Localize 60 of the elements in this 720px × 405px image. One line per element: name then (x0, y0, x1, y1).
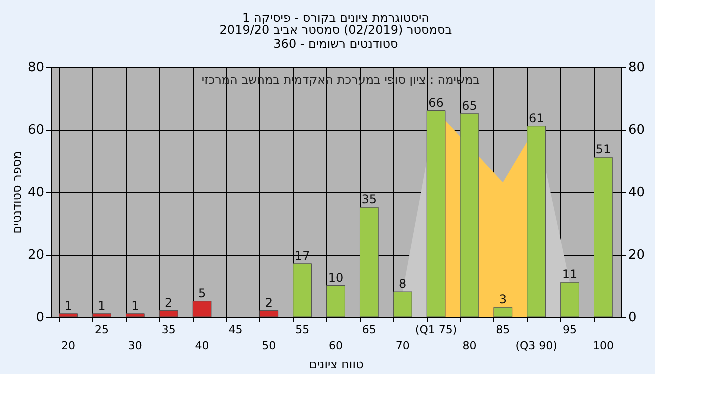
x-tick-label: 60 (329, 340, 343, 352)
bar (260, 310, 279, 318)
x-tick-label: 65 (362, 324, 376, 336)
bar (92, 314, 112, 318)
y-tick-label: 40 (28, 186, 44, 200)
x-tick-label: 50 (262, 340, 276, 352)
bar (126, 314, 145, 318)
data-label: 35 (362, 192, 378, 207)
x-tick-label: 80 (462, 340, 477, 352)
bar (326, 286, 346, 318)
data-label: 2 (265, 296, 273, 310)
x-tick-label: (Q3 90) (516, 340, 558, 352)
data-label: 5 (198, 286, 206, 300)
chart-subtitle: בסמסטר (02/2019) סמסטר אביב 2019/20 סטודנטים רשומים - 360 (220, 23, 452, 51)
y-tick-label: 0 (36, 310, 44, 326)
data-label: 2 (165, 296, 173, 310)
data-label: 66 (428, 96, 444, 110)
chart-title: היסטוגרמת ציונים בקורס - פיסיקה 1 (242, 11, 430, 25)
bar (393, 292, 412, 318)
bar (59, 314, 78, 318)
bar (192, 301, 212, 318)
x-tick-label: 70 (396, 340, 410, 352)
x-tick-label: 35 (162, 324, 176, 336)
data-label: 10 (328, 270, 344, 285)
x-tick-label: 40 (195, 340, 210, 352)
y2-tick-label: 40 (628, 186, 646, 200)
data-label: 8 (399, 277, 407, 291)
x-tick-label: 85 (496, 324, 510, 336)
x-tick-label: (Q1 75) (415, 324, 458, 336)
y-tick-label: 80 (28, 60, 44, 76)
bar (360, 207, 379, 318)
x-tick-label: 55 (296, 324, 310, 336)
bar (494, 307, 513, 318)
data-label: 1 (64, 298, 72, 313)
y-tick-label: 20 (28, 248, 44, 263)
x-tick-label: 95 (563, 324, 578, 336)
data-label: 61 (528, 111, 544, 126)
y2-tick-label: 0 (628, 310, 637, 326)
x-tick-label: 20 (62, 340, 76, 352)
data-label: 11 (562, 268, 578, 282)
y2-tick-label: 20 (628, 248, 646, 263)
y2-tick-label: 60 (628, 123, 646, 138)
y2-tick-label: 80 (628, 60, 646, 76)
data-label: 65 (462, 98, 478, 113)
data-label: 3 (499, 292, 507, 307)
x-tick-label: 25 (94, 324, 109, 336)
x-tick-label: 30 (128, 340, 142, 352)
bar (560, 282, 580, 318)
x-tick-label: 100 (592, 340, 614, 352)
bar (460, 114, 480, 318)
data-label: 1 (132, 298, 140, 313)
y-tick-label: 60 (28, 123, 44, 138)
x-axis-title: טווח ציונים (309, 358, 364, 372)
bar (293, 264, 312, 318)
data-label: 51 (596, 142, 612, 157)
data-label: 1 (98, 298, 106, 313)
x-tick-label: 45 (228, 324, 243, 336)
y-axis-title: מספר סטודנטים (10, 151, 24, 234)
bar (594, 157, 613, 318)
bar (159, 310, 178, 318)
